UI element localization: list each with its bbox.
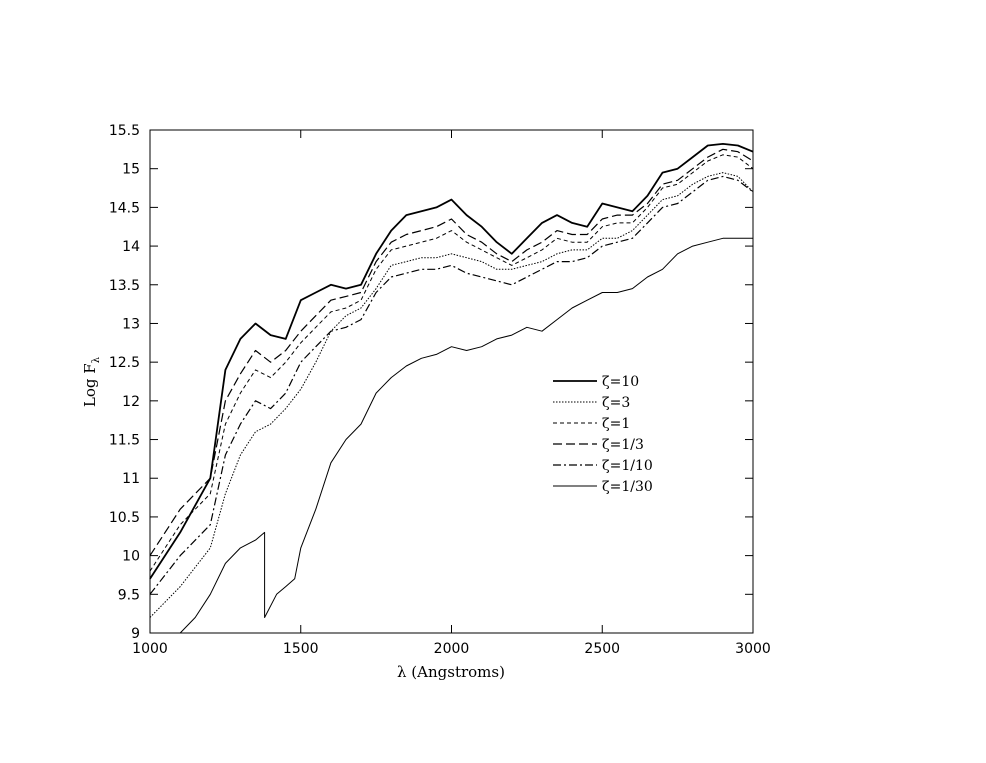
x-tick-label: 1500 bbox=[283, 641, 319, 657]
y-tick-label: 12 bbox=[122, 394, 140, 410]
series-line bbox=[179, 237, 753, 634]
y-tick-label: 12.5 bbox=[109, 355, 140, 371]
series-lines bbox=[149, 143, 754, 634]
y-tick-label: 13.5 bbox=[109, 278, 140, 294]
legend-label: ζ=1/30 bbox=[602, 479, 653, 495]
y-tick-label: 15.5 bbox=[109, 123, 140, 139]
y-tick-label: 10 bbox=[122, 549, 140, 565]
x-tick-labels: 1000 1500 2000 2500 3000 bbox=[132, 641, 771, 657]
x-axis-title: λ (Angstroms) bbox=[397, 663, 505, 681]
series-line bbox=[149, 148, 754, 556]
series-line bbox=[149, 154, 754, 572]
series-line bbox=[149, 172, 754, 618]
y-tick-label: 9 bbox=[131, 626, 140, 642]
series-line bbox=[149, 175, 754, 595]
y-axis-title-main: Log F bbox=[81, 363, 99, 407]
y-tick-label: 13 bbox=[122, 316, 140, 332]
legend-label: ζ=10 bbox=[602, 374, 639, 390]
x-tick-label: 2500 bbox=[584, 641, 620, 657]
y-tick-label: 14 bbox=[122, 239, 140, 255]
y-tick-label: 15 bbox=[122, 162, 140, 178]
y-tick-label: 11.5 bbox=[109, 433, 140, 449]
y-tick-label: 14.5 bbox=[109, 200, 140, 216]
x-tick-label: 1000 bbox=[132, 641, 168, 657]
y-axis-title-subscript: λ bbox=[91, 356, 102, 363]
legend-label: ζ=3 bbox=[602, 395, 630, 411]
y-tick-labels: 9 9.5 10 10.5 11 11.5 12 12.5 13 13.5 14 14.5 15 15.5 bbox=[109, 123, 140, 642]
legend-label: ζ=1/10 bbox=[602, 458, 653, 474]
x-tick-label: 3000 bbox=[735, 641, 771, 657]
y-tick-label: 10.5 bbox=[109, 510, 140, 526]
series-line bbox=[149, 143, 754, 580]
y-tick-label: 9.5 bbox=[118, 587, 140, 603]
axis-ticks bbox=[149, 129, 754, 634]
svg-text:Log Fλ: Log Fλ bbox=[81, 356, 102, 407]
legend-label: ζ=1 bbox=[602, 416, 630, 432]
legend: ζ=10 ζ=3 ζ=1 ζ=1/3 ζ=1/10 ζ=1/30 bbox=[553, 374, 653, 495]
legend-label: ζ=1/3 bbox=[602, 437, 644, 453]
y-axis-title: Log Fλ bbox=[81, 356, 102, 407]
y-tick-label: 11 bbox=[122, 471, 140, 487]
x-tick-label: 2000 bbox=[434, 641, 470, 657]
plot-frame bbox=[149, 129, 754, 634]
